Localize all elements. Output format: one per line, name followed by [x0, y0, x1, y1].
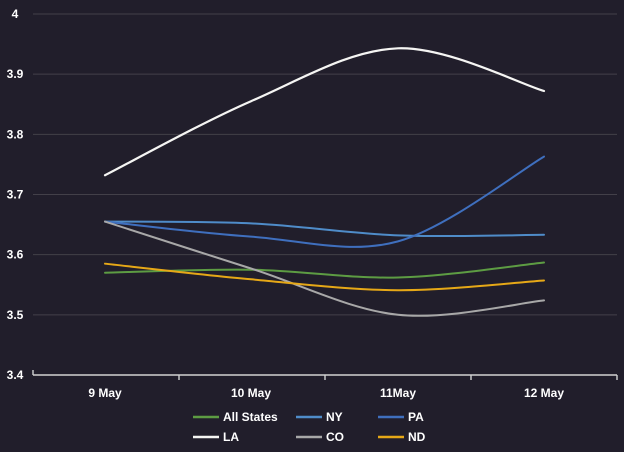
y-tick-label: 3.8: [7, 127, 24, 141]
y-tick-label: 3.5: [7, 308, 24, 322]
legend-label-all-states: All States: [223, 410, 278, 424]
series-line-pa: [104, 155, 545, 248]
legend-item-co[interactable]: CO: [296, 430, 344, 444]
x-tick-label: 9 May: [88, 386, 122, 400]
legend-label-la: LA: [223, 430, 239, 444]
legend-item-pa[interactable]: PA: [378, 410, 424, 424]
series-line-ny: [104, 220, 545, 238]
y-tick-label: 3.7: [7, 188, 24, 202]
legend-label-nd: ND: [408, 430, 426, 444]
legend-item-ny[interactable]: NY: [296, 410, 343, 424]
x-tick-label: 10 May: [231, 386, 271, 400]
legend-label-pa: PA: [408, 410, 424, 424]
y-tick-label: 3.4: [7, 368, 24, 382]
series-line-nd: [104, 262, 545, 292]
y-tick-label: 3.9: [7, 67, 24, 81]
series-line-la: [103, 47, 546, 177]
legend-item-la[interactable]: LA: [193, 430, 239, 444]
y-tick-label: 4: [12, 7, 19, 21]
legend-label-co: CO: [326, 430, 344, 444]
legend-item-all-states[interactable]: All States: [193, 410, 278, 424]
legend-label-ny: NY: [326, 410, 343, 424]
legend-item-nd[interactable]: ND: [378, 430, 426, 444]
x-tick-label: 11May: [380, 386, 416, 400]
y-tick-label: 3.6: [7, 248, 24, 262]
series-line-co: [104, 220, 545, 317]
x-tick-label: 12 May: [524, 386, 564, 400]
